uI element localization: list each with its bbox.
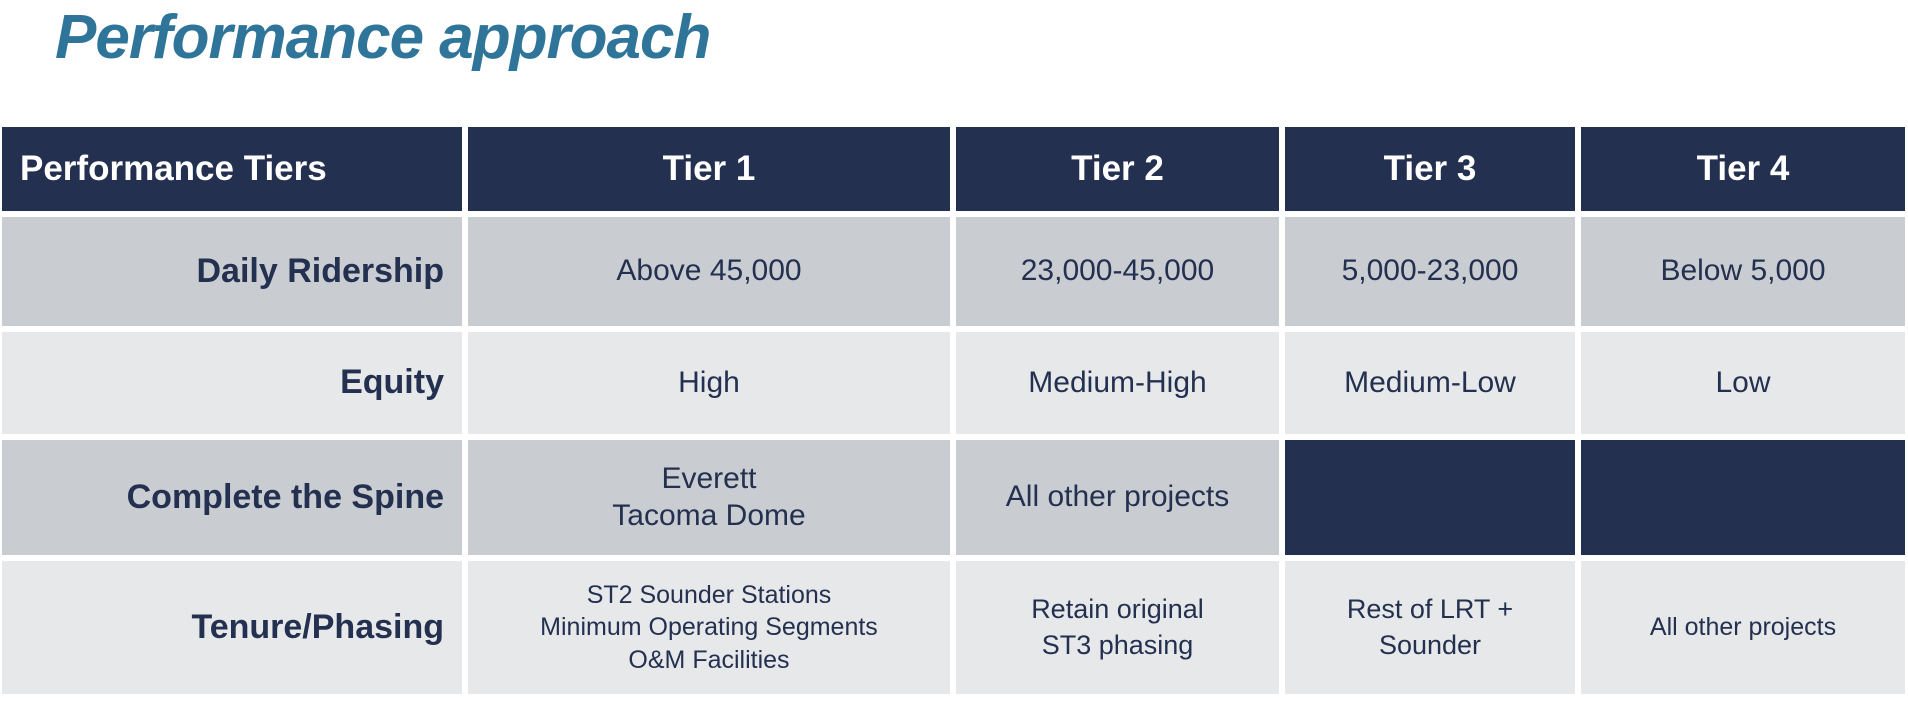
cell-equity-tier2: Medium-High	[956, 332, 1279, 434]
row-label-complete-the-spine: Complete the Spine	[2, 440, 462, 555]
cell-daily-ridership-tier2: 23,000-45,000	[956, 217, 1279, 326]
performance-tiers-table: Performance Tiers Tier 1 Tier 2 Tier 3 T…	[2, 127, 1905, 694]
header-performance-tiers: Performance Tiers	[2, 127, 462, 211]
row-label-equity: Equity	[2, 332, 462, 434]
cell-complete-the-spine-tier2: All other projects	[956, 440, 1279, 555]
header-tier-1: Tier 1	[468, 127, 950, 211]
cell-complete-the-spine-tier4-navy-filled	[1581, 440, 1905, 555]
page-title: Performance approach	[55, 3, 711, 72]
cell-complete-the-spine-tier3-navy-filled	[1285, 440, 1575, 555]
cell-equity-tier1: High	[468, 332, 950, 434]
cell-daily-ridership-tier4: Below 5,000	[1581, 217, 1905, 326]
header-tier-4: Tier 4	[1581, 127, 1905, 211]
cell-daily-ridership-tier3: 5,000-23,000	[1285, 217, 1575, 326]
header-tier-3: Tier 3	[1285, 127, 1575, 211]
header-tier-2: Tier 2	[956, 127, 1279, 211]
cell-tenure-phasing-tier3: Rest of LRT + Sounder	[1285, 561, 1575, 694]
row-label-daily-ridership: Daily Ridership	[2, 217, 462, 326]
cell-tenure-phasing-tier1: ST2 Sounder Stations Minimum Operating S…	[468, 561, 950, 694]
cell-equity-tier3: Medium-Low	[1285, 332, 1575, 434]
cell-tenure-phasing-tier4: All other projects	[1581, 561, 1905, 694]
row-label-tenure-phasing: Tenure/Phasing	[2, 561, 462, 694]
cell-daily-ridership-tier1: Above 45,000	[468, 217, 950, 326]
cell-tenure-phasing-tier2: Retain original ST3 phasing	[956, 561, 1279, 694]
cell-equity-tier4: Low	[1581, 332, 1905, 434]
cell-complete-the-spine-tier1: Everett Tacoma Dome	[468, 440, 950, 555]
